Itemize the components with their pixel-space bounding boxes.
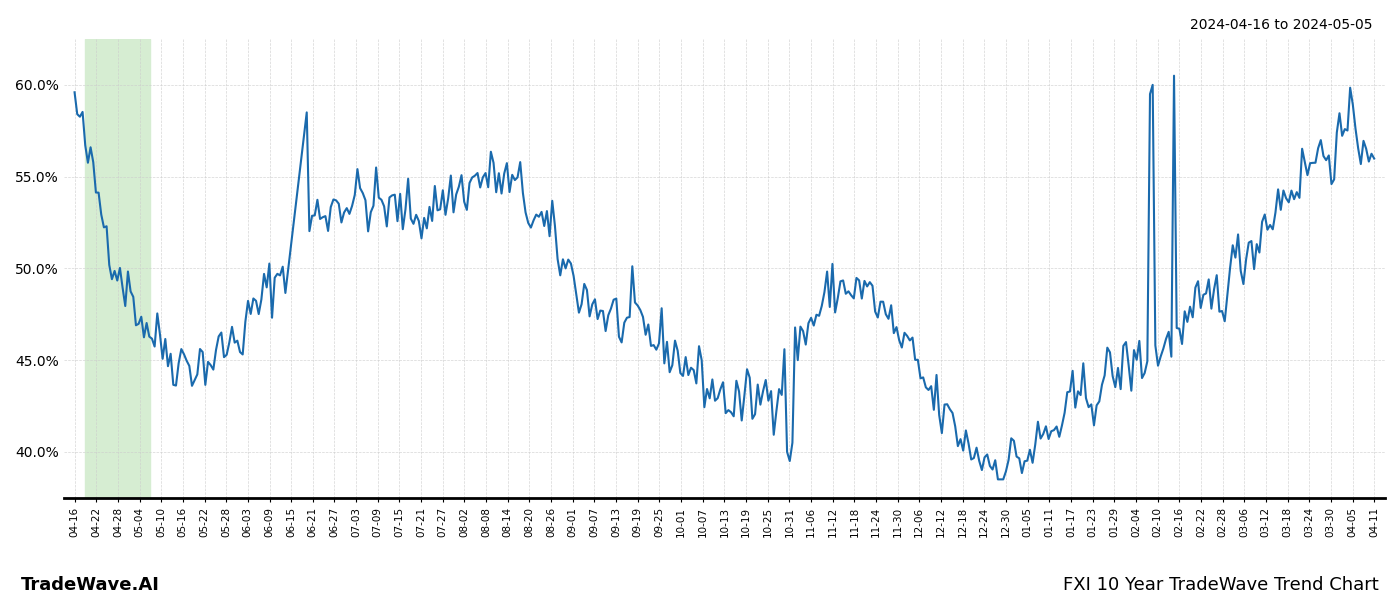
Text: TradeWave.AI: TradeWave.AI [21,576,160,594]
Text: 2024-04-16 to 2024-05-05: 2024-04-16 to 2024-05-05 [1190,18,1372,32]
Bar [85,39,150,498]
Text: FXI 10 Year TradeWave Trend Chart: FXI 10 Year TradeWave Trend Chart [1063,576,1379,594]
